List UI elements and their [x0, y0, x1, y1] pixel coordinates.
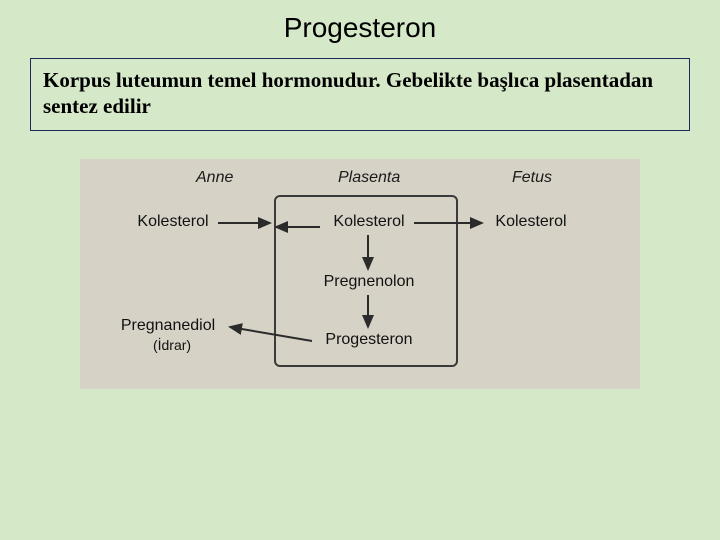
- col-header-fetus: Fetus: [512, 169, 552, 187]
- diagram: Anne Plasenta Fetus Kolesterol Kolestero…: [80, 159, 640, 389]
- node-pregnanediol-idrar: (İdrar): [142, 337, 202, 353]
- node-pregnenolon: Pregnenolon: [316, 273, 422, 291]
- node-kolesterol-plasenta: Kolesterol: [324, 213, 414, 231]
- node-kolesterol-anne: Kolesterol: [128, 213, 218, 231]
- col-header-plasenta: Plasenta: [338, 169, 400, 187]
- col-header-anne: Anne: [196, 169, 233, 187]
- description-text: Korpus luteumun temel hormonudur. Gebeli…: [43, 67, 677, 120]
- page-title: Progesteron: [0, 0, 720, 52]
- description-box: Korpus luteumun temel hormonudur. Gebeli…: [30, 58, 690, 131]
- node-kolesterol-fetus: Kolesterol: [486, 213, 576, 231]
- node-pregnanediol: Pregnanediol: [108, 317, 228, 335]
- node-progesteron: Progesteron: [316, 331, 422, 349]
